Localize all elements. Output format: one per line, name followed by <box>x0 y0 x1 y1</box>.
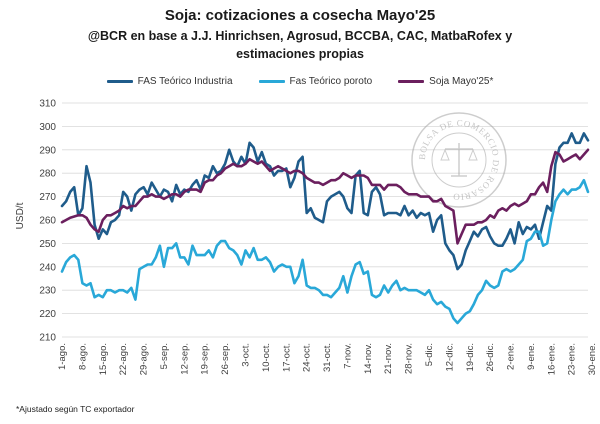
x-tick-label: 30-ene. <box>587 343 598 375</box>
legend-label-industria: FAS Teórico Industria <box>137 76 233 87</box>
series-line-industria <box>60 132 590 271</box>
y-axis-label: USD/t <box>15 202 26 229</box>
legend-label-poroto: Fas Teórico poroto <box>289 76 373 87</box>
x-tick-label: 26-dic. <box>485 343 496 372</box>
chart-title: Soja: cotizaciones a cosecha Mayo'25 <box>164 7 436 24</box>
footnote: *Ajustado según TC exportador <box>16 404 135 414</box>
x-tick-label: 26-sep. <box>220 343 231 375</box>
x-tick-label: 5-sep. <box>159 343 170 369</box>
legend-label-mayo: Soja Mayo'25* <box>429 76 494 87</box>
axes: 210 220 230 240 250 260 270 280 290 300 310 1-ago. 8… <box>39 99 598 376</box>
y-tick-label: 310 <box>39 99 56 110</box>
legend-item-industria: FAS Teórico Industria <box>106 76 233 87</box>
x-tick-label: 29-ago. <box>139 343 150 375</box>
x-tick-label: 5-dic. <box>424 343 435 366</box>
x-tick-label: 3-oct. <box>240 343 251 367</box>
x-tick-label: 23-ene. <box>567 343 578 375</box>
y-tick-label: 260 <box>39 216 56 227</box>
y-tick-label: 280 <box>39 169 56 180</box>
y-tick-label: 270 <box>39 192 56 203</box>
x-tick-label: 24-oct. <box>302 343 313 372</box>
y-tick-label: 220 <box>39 309 56 320</box>
legend-swatch-poroto <box>258 80 285 83</box>
x-tick-label: 1-ago. <box>57 343 68 370</box>
chart-subtitle-line1: @BCR en base a J.J. Hinrichsen, Agrosud,… <box>87 29 513 43</box>
y-tick-label: 250 <box>39 239 56 250</box>
chart-subtitle-line2: estimaciones propias <box>236 47 364 61</box>
y-tick-label: 240 <box>39 262 56 273</box>
x-tick-label: 8-ago. <box>77 343 88 370</box>
x-tick-label: 17-oct. <box>281 343 292 372</box>
gridlines <box>62 102 588 338</box>
x-tick-label: 21-nov. <box>383 343 394 374</box>
x-tick-label: 31-oct. <box>322 343 333 372</box>
x-tick-label: 7-nov. <box>342 343 353 369</box>
x-tick-label: 12-sep. <box>179 343 190 375</box>
x-tick-label: 9-ene. <box>526 343 537 370</box>
x-tick-label: 12-dic. <box>444 343 455 372</box>
chart-legend: FAS Teórico Industria Fas Teórico poroto… <box>0 76 600 87</box>
x-tick-label: 22-ago. <box>118 343 129 375</box>
x-tick-label: 19-dic. <box>465 343 476 372</box>
legend-item-mayo: Soja Mayo'25* <box>398 76 493 87</box>
x-tick-label: 2-ene. <box>506 343 517 370</box>
legend-swatch-industria <box>106 80 133 83</box>
y-tick-label: 290 <box>39 145 56 156</box>
legend-swatch-mayo <box>398 80 425 83</box>
x-tick-label: 14-nov. <box>363 343 374 374</box>
y-tick-label: 230 <box>39 286 56 297</box>
legend-item-poroto: Fas Teórico poroto <box>258 76 373 87</box>
x-tick-label: 19-sep. <box>200 343 211 375</box>
x-tick-label: 10-oct. <box>261 343 272 372</box>
y-tick-label: 210 <box>39 333 56 344</box>
balance-scale-seal-icon: BOLSA DE COMERCIO DE ROSARIO <box>411 112 507 208</box>
x-tick-label: 28-nov. <box>404 343 415 374</box>
y-tick-label: 300 <box>39 122 56 133</box>
x-tick-label: 16-ene. <box>546 343 557 375</box>
series-line-mayo <box>60 148 590 245</box>
series-lines <box>60 132 590 325</box>
series-line-poroto <box>60 178 590 325</box>
x-tick-label: 15-ago. <box>98 343 109 375</box>
